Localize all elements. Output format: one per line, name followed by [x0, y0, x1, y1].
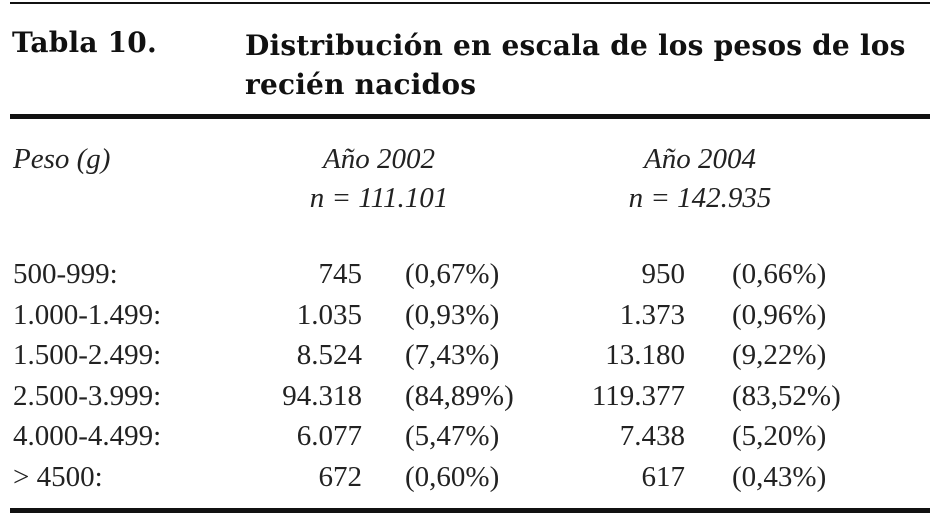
percent-2004: (0,43%) — [732, 460, 827, 493]
percent-2002: (0,67%) — [405, 258, 500, 290]
weight-range: 500-999: — [13, 258, 118, 290]
table-row: 4.000-4.499: 6.077 (5,47%) 7.438 (5,20%) — [0, 420, 939, 461]
count-2002: 6.077 — [296, 420, 362, 453]
count-2002: 672 — [318, 460, 363, 493]
table-row: 1.000-1.499: 1.035 (0,93%) 1.373 (0,96%) — [0, 299, 939, 340]
count-2002: 8.524 — [296, 339, 362, 372]
percent-2004: (83,52%) — [732, 379, 841, 412]
table-row: 500-999: 745 (0,67%) 950 (0,66%) — [0, 258, 939, 299]
table-row: > 4500: 672 (0,60%) 617 (0,43%) — [0, 461, 939, 502]
weight-range: 1.500-2.499: — [13, 339, 162, 372]
percent-2004: (0,66%) — [732, 258, 827, 290]
top-rule — [10, 2, 930, 4]
percent-2002: (0,60%) — [405, 460, 500, 493]
count-2002: 94.318 — [282, 379, 362, 412]
count-2002: 745 — [318, 258, 363, 290]
count-2004: 13.180 — [605, 339, 685, 372]
percent-2002: (84,89%) — [405, 379, 514, 412]
percent-2002: (0,93%) — [405, 298, 500, 331]
table-title: Distribución en escala de los pesos de l… — [245, 29, 906, 101]
percent-2004: (5,20%) — [732, 420, 827, 453]
percent-2002: (5,47%) — [405, 420, 500, 453]
column-header-n-2002: n = 111.101 — [309, 182, 449, 214]
column-header-n-2004: n = 142.935 — [628, 182, 772, 214]
table-row: 1.500-2.499: 8.524 (7,43%) 13.180 (9,22%… — [0, 339, 939, 380]
count-2004: 119.377 — [591, 379, 685, 412]
weight-range: 2.500-3.999: — [13, 379, 162, 412]
column-header-peso: Peso (g) — [13, 143, 111, 175]
count-2002: 1.035 — [296, 298, 362, 331]
weight-range: 1.000-1.499: — [13, 298, 162, 331]
count-2004: 950 — [641, 258, 686, 290]
table-body: 500-999: 745 (0,67%) 950 (0,66%) 1.000-1… — [0, 258, 939, 502]
count-2004: 1.373 — [619, 298, 685, 331]
column-header-year-2004: Año 2004 — [644, 143, 756, 175]
column-header-year-2002: Año 2002 — [323, 143, 435, 175]
count-2004: 617 — [641, 460, 686, 493]
weight-range: 4.000-4.499: — [13, 420, 162, 453]
bottom-rule — [10, 508, 930, 513]
header-rule — [10, 114, 930, 119]
percent-2002: (7,43%) — [405, 339, 500, 372]
table-label: Tabla 10. — [12, 26, 157, 59]
count-2004: 7.438 — [619, 420, 685, 453]
table-row: 2.500-3.999: 94.318 (84,89%) 119.377 (83… — [0, 380, 939, 421]
percent-2004: (0,96%) — [732, 298, 827, 331]
percent-2004: (9,22%) — [732, 339, 827, 372]
weight-range: > 4500: — [13, 460, 103, 493]
